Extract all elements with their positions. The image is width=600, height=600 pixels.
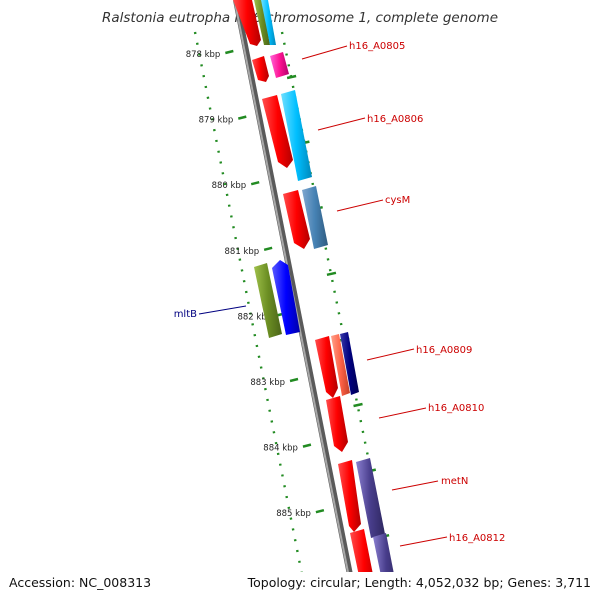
gene-arrow[interactable] bbox=[261, 0, 276, 45]
gene-arrow[interactable] bbox=[270, 52, 289, 78]
gene-label[interactable]: h16_A0810 bbox=[428, 403, 484, 414]
kbp-tick-label: 884 kbp bbox=[263, 444, 298, 454]
kbp-tick-mark bbox=[302, 443, 312, 448]
gene-arrow[interactable] bbox=[338, 460, 361, 532]
gene-arrow[interactable] bbox=[356, 458, 385, 538]
gene-arrow[interactable] bbox=[254, 263, 282, 338]
kbp-tick-label: 881 kbp bbox=[225, 247, 260, 257]
gene-arrow[interactable] bbox=[281, 90, 312, 181]
gene-label[interactable]: h16_A0812 bbox=[449, 533, 505, 544]
gene-label[interactable]: h16_A0806 bbox=[367, 114, 423, 125]
kbp-tick-mark bbox=[289, 377, 299, 383]
kbp-tick-label: 883 kbp bbox=[250, 378, 285, 388]
kbp-tick-label: 880 kbp bbox=[212, 181, 247, 191]
kbp-tick-label: 885 kbp bbox=[276, 509, 311, 519]
gene-arrow[interactable] bbox=[302, 186, 328, 249]
kbp-tick-label: 879 kbp bbox=[199, 116, 234, 126]
genome-summary-text: Topology: circular; Length: 4,052,032 bp… bbox=[247, 575, 591, 590]
gene-arrow[interactable] bbox=[254, 0, 270, 45]
label-leaders bbox=[198, 45, 448, 547]
gene-arrow[interactable] bbox=[233, 0, 261, 46]
kbp-tick-mark bbox=[326, 271, 337, 277]
kbp-tick-mark bbox=[250, 180, 260, 186]
kbp-tick-mark bbox=[237, 115, 247, 120]
kbp-tick-mark bbox=[315, 508, 325, 514]
gene-label[interactable]: mltB bbox=[174, 309, 197, 320]
kbp-tick-mark bbox=[286, 74, 297, 80]
gene-label[interactable]: h16_A0805 bbox=[349, 41, 405, 52]
gene-labels: h16_A0805 h16_A0806 cysM mltB h16_A0809 … bbox=[174, 41, 506, 544]
gene-arrow[interactable] bbox=[331, 334, 350, 396]
gene-arrow[interactable] bbox=[252, 56, 269, 82]
kbp-tick-mark bbox=[353, 402, 363, 408]
gene-arrow[interactable] bbox=[272, 260, 300, 335]
map-title: Ralstonia eutropha H16 chromosome 1, com… bbox=[102, 10, 498, 26]
gene-arrow[interactable] bbox=[315, 336, 338, 398]
kbp-tick-label: 882 kbp bbox=[237, 312, 272, 322]
gene-arrow[interactable] bbox=[283, 190, 310, 249]
gene-label[interactable]: h16_A0809 bbox=[416, 345, 472, 356]
footer-background bbox=[0, 572, 600, 600]
gene-label[interactable]: cysM bbox=[385, 195, 410, 206]
gene-arrow[interactable] bbox=[340, 332, 359, 395]
accession-text: Accession: NC_008313 bbox=[9, 575, 151, 590]
gene-label[interactable]: metN bbox=[441, 476, 468, 487]
gene-arrow[interactable] bbox=[326, 396, 348, 452]
gene-arrow[interactable] bbox=[262, 95, 293, 168]
kbp-tick-label: 878 kbp bbox=[186, 50, 221, 60]
kbp-tick-mark bbox=[225, 49, 234, 55]
gene-features bbox=[233, 0, 399, 600]
kbp-tick-mark bbox=[263, 246, 273, 252]
